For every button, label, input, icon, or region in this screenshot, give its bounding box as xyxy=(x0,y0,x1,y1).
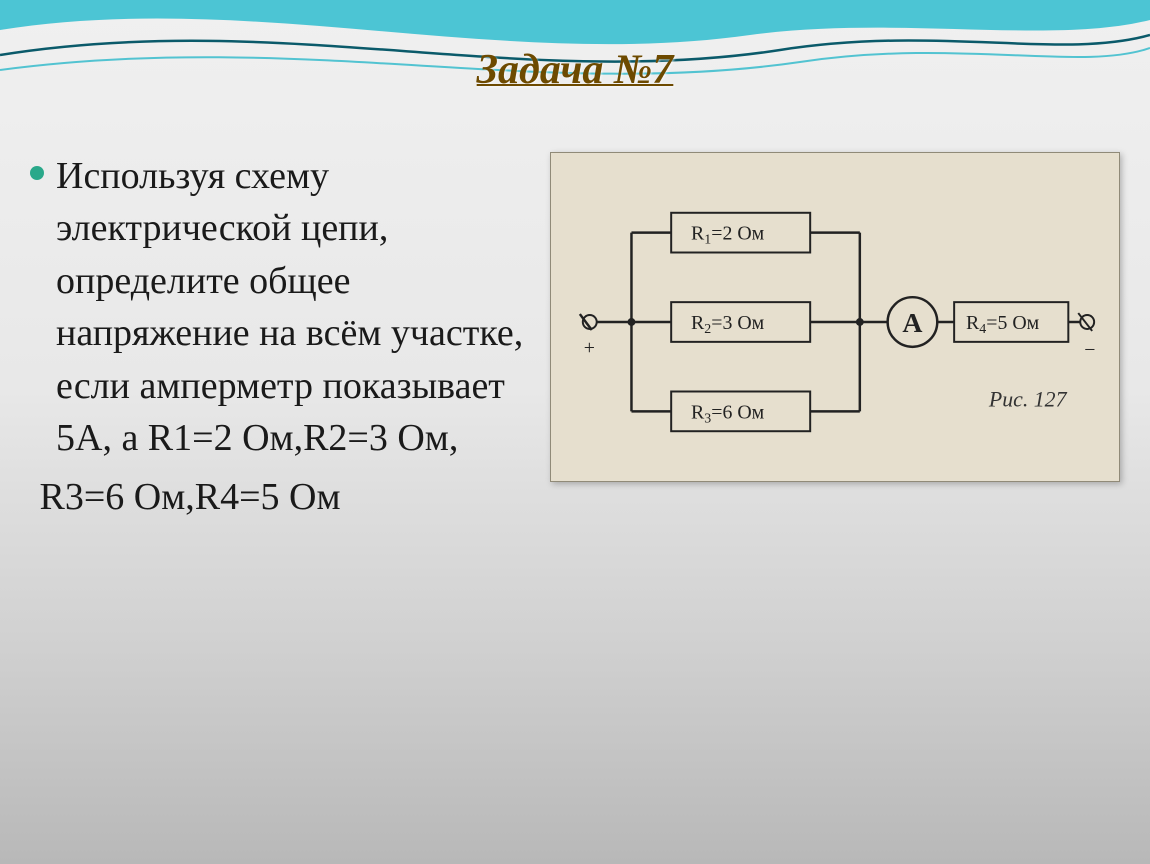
svg-text:R2=3 Ом: R2=3 Ом xyxy=(691,312,765,337)
svg-text:R3=6 Ом: R3=6 Ом xyxy=(691,401,765,426)
slide-title: Задача №7 xyxy=(0,46,1150,94)
figure-caption: Рис. 127 xyxy=(988,387,1068,411)
svg-text:−: − xyxy=(1084,339,1095,361)
circuit-diagram: + R1=2 Ом R2=3 Ом R3=6 Ом xyxy=(550,152,1120,482)
slide-content: Используя схему электрической цепи, опре… xyxy=(30,150,1120,523)
ammeter-label: А xyxy=(902,308,922,339)
svg-text:R1=2 Ом: R1=2 Ом xyxy=(691,223,765,248)
problem-text-main: Используя схему электрической цепи, опре… xyxy=(56,150,530,465)
bullet-icon xyxy=(30,166,44,180)
svg-text:+: + xyxy=(584,337,595,359)
problem-text-continued: R3=6 Ом,R4=5 Ом xyxy=(30,471,530,523)
svg-text:R4=5 Ом: R4=5 Ом xyxy=(966,312,1040,337)
